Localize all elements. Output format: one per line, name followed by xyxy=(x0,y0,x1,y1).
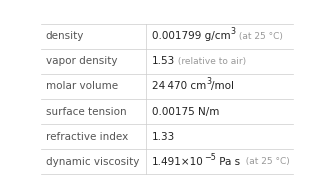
Text: 1.53: 1.53 xyxy=(152,56,175,66)
Text: 0.00175 N/m: 0.00175 N/m xyxy=(152,107,219,117)
Text: 24 470 cm: 24 470 cm xyxy=(152,81,206,91)
Text: Pa s: Pa s xyxy=(215,157,240,167)
Text: (at 25 °C): (at 25 °C) xyxy=(240,157,289,166)
Text: (relative to air): (relative to air) xyxy=(175,57,246,66)
Text: −5: −5 xyxy=(204,152,215,162)
Text: 3: 3 xyxy=(206,77,211,86)
Text: molar volume: molar volume xyxy=(46,81,118,91)
Text: vapor density: vapor density xyxy=(46,56,117,66)
Text: 0.001799 g/cm: 0.001799 g/cm xyxy=(152,31,230,41)
Text: /mol: /mol xyxy=(211,81,234,91)
Text: 1.491×10: 1.491×10 xyxy=(152,157,204,167)
Text: 3: 3 xyxy=(230,27,236,36)
Text: density: density xyxy=(46,31,84,41)
Text: 1.33: 1.33 xyxy=(152,132,175,142)
Text: (at 25 °C): (at 25 °C) xyxy=(236,32,282,41)
Text: refractive index: refractive index xyxy=(46,132,128,142)
Text: dynamic viscosity: dynamic viscosity xyxy=(46,157,139,167)
Text: surface tension: surface tension xyxy=(46,107,126,117)
